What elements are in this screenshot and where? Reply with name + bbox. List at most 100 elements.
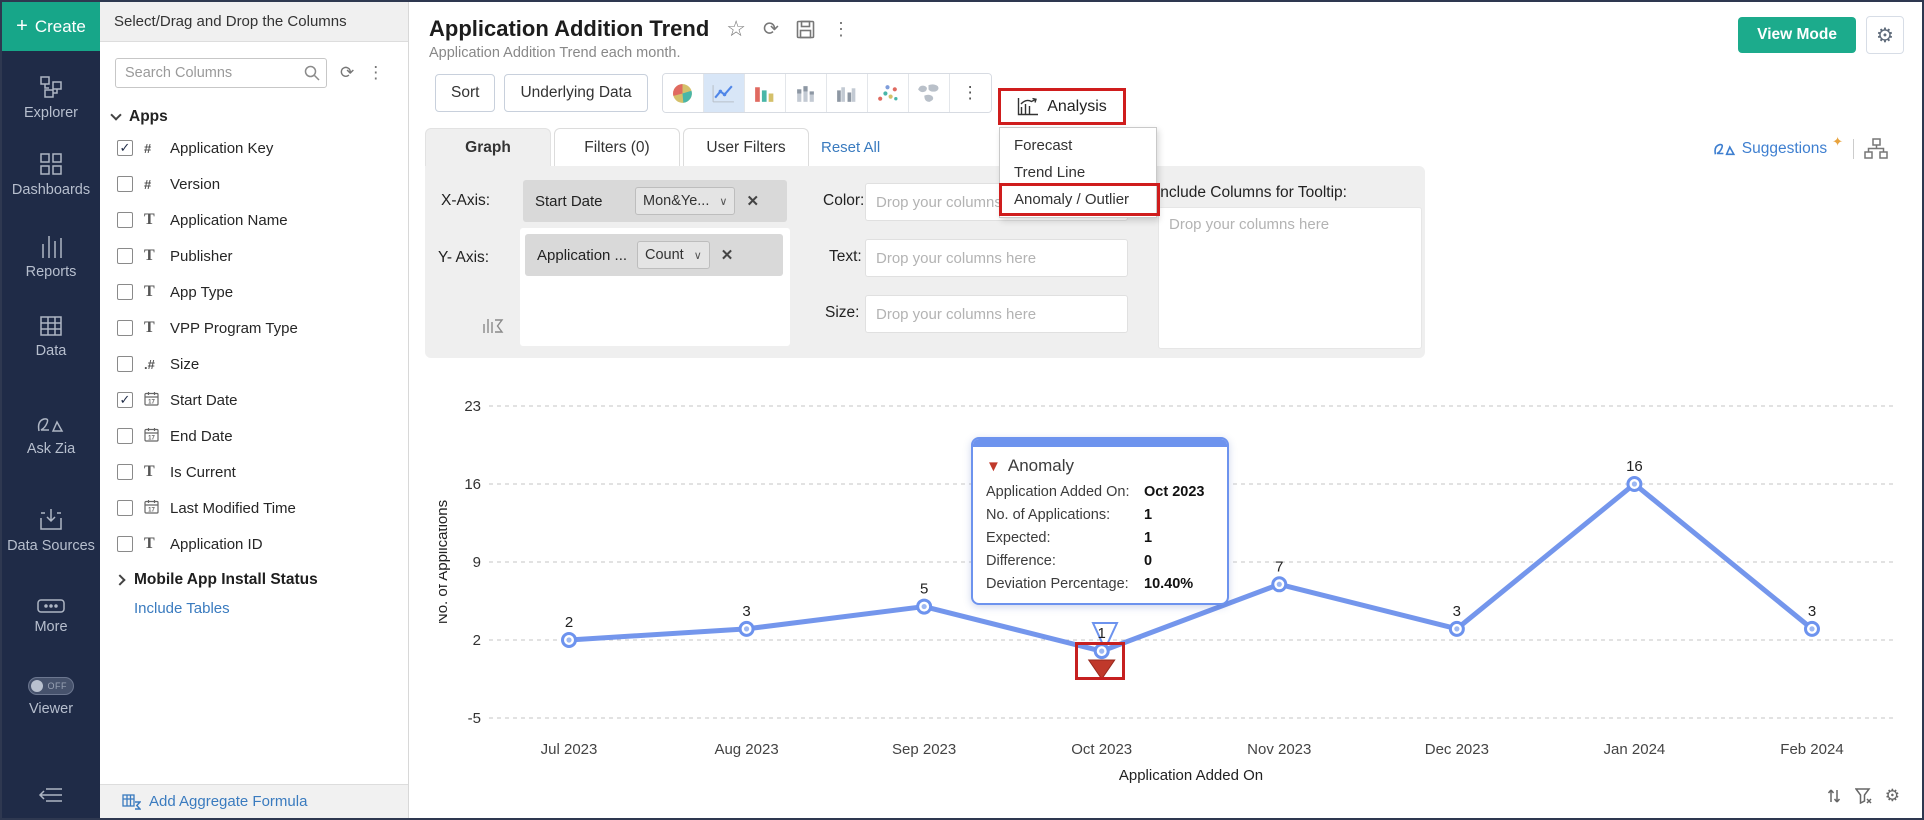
data-sources-icon — [40, 508, 62, 530]
settings-gear-icon[interactable]: ⚙ — [1866, 16, 1904, 54]
reset-all-link[interactable]: Reset All — [821, 139, 881, 156]
column-row-application-name[interactable]: T Application Name — [100, 202, 408, 238]
y-axis-remove-icon[interactable]: ✕ — [720, 247, 734, 264]
checkbox-unchecked[interactable] — [117, 320, 133, 336]
checkbox-checked[interactable]: ✓ — [117, 392, 133, 408]
menu-item-anomaly-outlier[interactable]: Anomaly / Outlier — [999, 183, 1160, 216]
checkbox-unchecked[interactable] — [117, 176, 133, 192]
column-label: Application ID — [170, 535, 263, 553]
mobile-app-install-status-item[interactable]: Mobile App Install Status — [100, 562, 408, 598]
viewer-toggle[interactable]: OFF — [28, 676, 74, 695]
collapse-sidebar-button[interactable] — [2, 786, 100, 804]
menu-item-trend-line[interactable]: Trend Line — [1014, 164, 1086, 181]
sidebar-item-data[interactable]: Data — [2, 315, 100, 360]
checkbox-checked[interactable]: ✓ — [117, 140, 133, 156]
column-row-app-type[interactable]: T App Type — [100, 274, 408, 310]
column-row-size[interactable]: .# Size — [100, 346, 408, 382]
include-tables-link[interactable]: Include Tables — [134, 600, 230, 617]
anomaly-triangle-icon: ▼ — [986, 457, 1001, 475]
column-row-application-key[interactable]: ✓ # Application Key — [100, 130, 408, 166]
column-label: Is Current — [170, 463, 236, 481]
apps-section-header[interactable]: Apps — [110, 108, 408, 126]
chart-type-line-chart-icon[interactable] — [703, 74, 745, 112]
color-label: Color: — [823, 192, 865, 209]
sidebar-item-viewer[interactable]: OFF Viewer — [2, 676, 100, 718]
checkbox-unchecked[interactable] — [117, 500, 133, 516]
underlying-data-button[interactable]: Underlying Data — [504, 74, 648, 112]
y-axis-summary-icon[interactable] — [482, 316, 504, 334]
checkbox-unchecked[interactable] — [117, 428, 133, 444]
sidebar-item-label: More — [34, 619, 68, 636]
analysis-button[interactable]: Analysis — [998, 88, 1126, 125]
y-axis-chip[interactable]: Application ... Count ∨ ✕ — [525, 234, 783, 276]
column-row-last-modified-time[interactable]: 17 Last Modified Time — [100, 490, 408, 526]
y-axis-field: Application ... — [537, 246, 628, 264]
view-mode-button[interactable]: View Mode — [1738, 17, 1856, 53]
chart-type-map-chart-icon[interactable] — [908, 74, 950, 112]
add-aggregate-formula-button[interactable]: Add Aggregate Formula — [100, 784, 408, 818]
chart-type-pie-chart-icon[interactable] — [662, 74, 704, 112]
text-type-icon: T — [144, 535, 155, 552]
chart-type-scatter-plot-icon[interactable] — [867, 74, 909, 112]
suggestions-label: Suggestions — [1741, 140, 1828, 157]
columns-kebab-icon[interactable]: ⋮ — [367, 63, 385, 82]
size-dropzone[interactable] — [865, 295, 1128, 333]
checkbox-unchecked[interactable] — [117, 464, 133, 480]
chart-type-grouped-bar-icon[interactable] — [826, 74, 868, 112]
column-row-version[interactable]: # Version — [100, 166, 408, 202]
x-axis-function-dropdown[interactable]: Mon&Ye... ∨ — [635, 187, 736, 215]
y-axis-function-dropdown[interactable]: Count ∨ — [637, 241, 710, 269]
sidebar-item-ask-zia[interactable]: Ask Zia — [2, 415, 100, 458]
checkbox-unchecked[interactable] — [117, 536, 133, 552]
column-row-application-id[interactable]: T Application ID — [100, 526, 408, 562]
chart-settings-gear-icon[interactable]: ⚙ — [1884, 786, 1900, 805]
sidebar-item-more[interactable]: More — [2, 599, 100, 636]
checkbox-unchecked[interactable] — [117, 284, 133, 300]
column-row-end-date[interactable]: 17 End Date — [100, 418, 408, 454]
filter-icon[interactable] — [1854, 788, 1872, 804]
sidebar-item-explorer[interactable]: Explorer — [2, 75, 100, 122]
sort-order-icon[interactable] — [1826, 788, 1842, 804]
column-row-start-date[interactable]: ✓ 17 Start Date — [100, 382, 408, 418]
sidebar-item-reports[interactable]: Reports — [2, 232, 100, 281]
sidebar-item-dashboards[interactable]: Dashboards — [2, 152, 100, 199]
svg-text:17: 17 — [148, 400, 155, 406]
report-kebab-icon[interactable]: ⋮ — [831, 18, 850, 39]
svg-text:1: 1 — [1098, 625, 1106, 642]
favorite-star-icon[interactable]: ☆ — [726, 16, 747, 41]
refresh-report-icon[interactable]: ⟳ — [763, 18, 779, 40]
refresh-columns-icon[interactable]: ⟳ — [340, 63, 355, 82]
column-row-is-current[interactable]: T Is Current — [100, 454, 408, 490]
menu-item-forecast[interactable]: Forecast — [1014, 137, 1073, 154]
column-row-publisher[interactable]: T Publisher — [100, 238, 408, 274]
zia-suggestions-link[interactable]: Suggestions ✦ — [1713, 134, 1843, 158]
text-type-icon: T — [144, 211, 155, 228]
text-dropzone[interactable] — [865, 239, 1128, 277]
x-axis-label: X-Axis: — [441, 192, 491, 209]
chart-type-stacked-bar-icon[interactable] — [785, 74, 827, 112]
tab-filters[interactable]: Filters (0) — [554, 128, 680, 166]
save-icon[interactable] — [796, 20, 815, 39]
chart-type-bar-chart-icon[interactable] — [744, 74, 786, 112]
search-icon — [304, 65, 320, 81]
sidebar-item-data-sources[interactable]: Data Sources — [2, 506, 100, 555]
sidebar-item-label: Data Sources — [7, 537, 95, 554]
tab-user-filters[interactable]: User Filters — [683, 128, 809, 166]
x-axis-chip[interactable]: Start Date Mon&Ye... ∨ ✕ — [523, 180, 787, 222]
tooltip-columns-dropzone[interactable] — [1158, 207, 1422, 349]
x-axis-remove-icon[interactable]: ✕ — [746, 193, 760, 210]
hierarchy-view-icon[interactable] — [1864, 138, 1888, 160]
svg-text:Jan 2024: Jan 2024 — [1604, 741, 1666, 758]
sort-button[interactable]: Sort — [435, 74, 496, 112]
trend-line-chart[interactable]: 23 16 9 2 -5 2 Jul 2023 3 Aug 2023 5 Sep 2023 1 Oct … — [434, 387, 1919, 787]
checkbox-unchecked[interactable] — [117, 248, 133, 264]
checkbox-unchecked[interactable] — [117, 212, 133, 228]
checkbox-unchecked[interactable] — [117, 356, 133, 372]
create-button[interactable]: + Create — [2, 2, 100, 51]
column-row-vpp-program-type[interactable]: T VPP Program Type — [100, 310, 408, 346]
size-label: Size: — [825, 304, 860, 321]
tab-graph[interactable]: Graph — [425, 128, 551, 166]
column-label: VPP Program Type — [170, 319, 298, 337]
chart-type-more-options-icon[interactable]: ⋮ — [949, 74, 991, 112]
search-columns-input[interactable] — [115, 58, 327, 88]
